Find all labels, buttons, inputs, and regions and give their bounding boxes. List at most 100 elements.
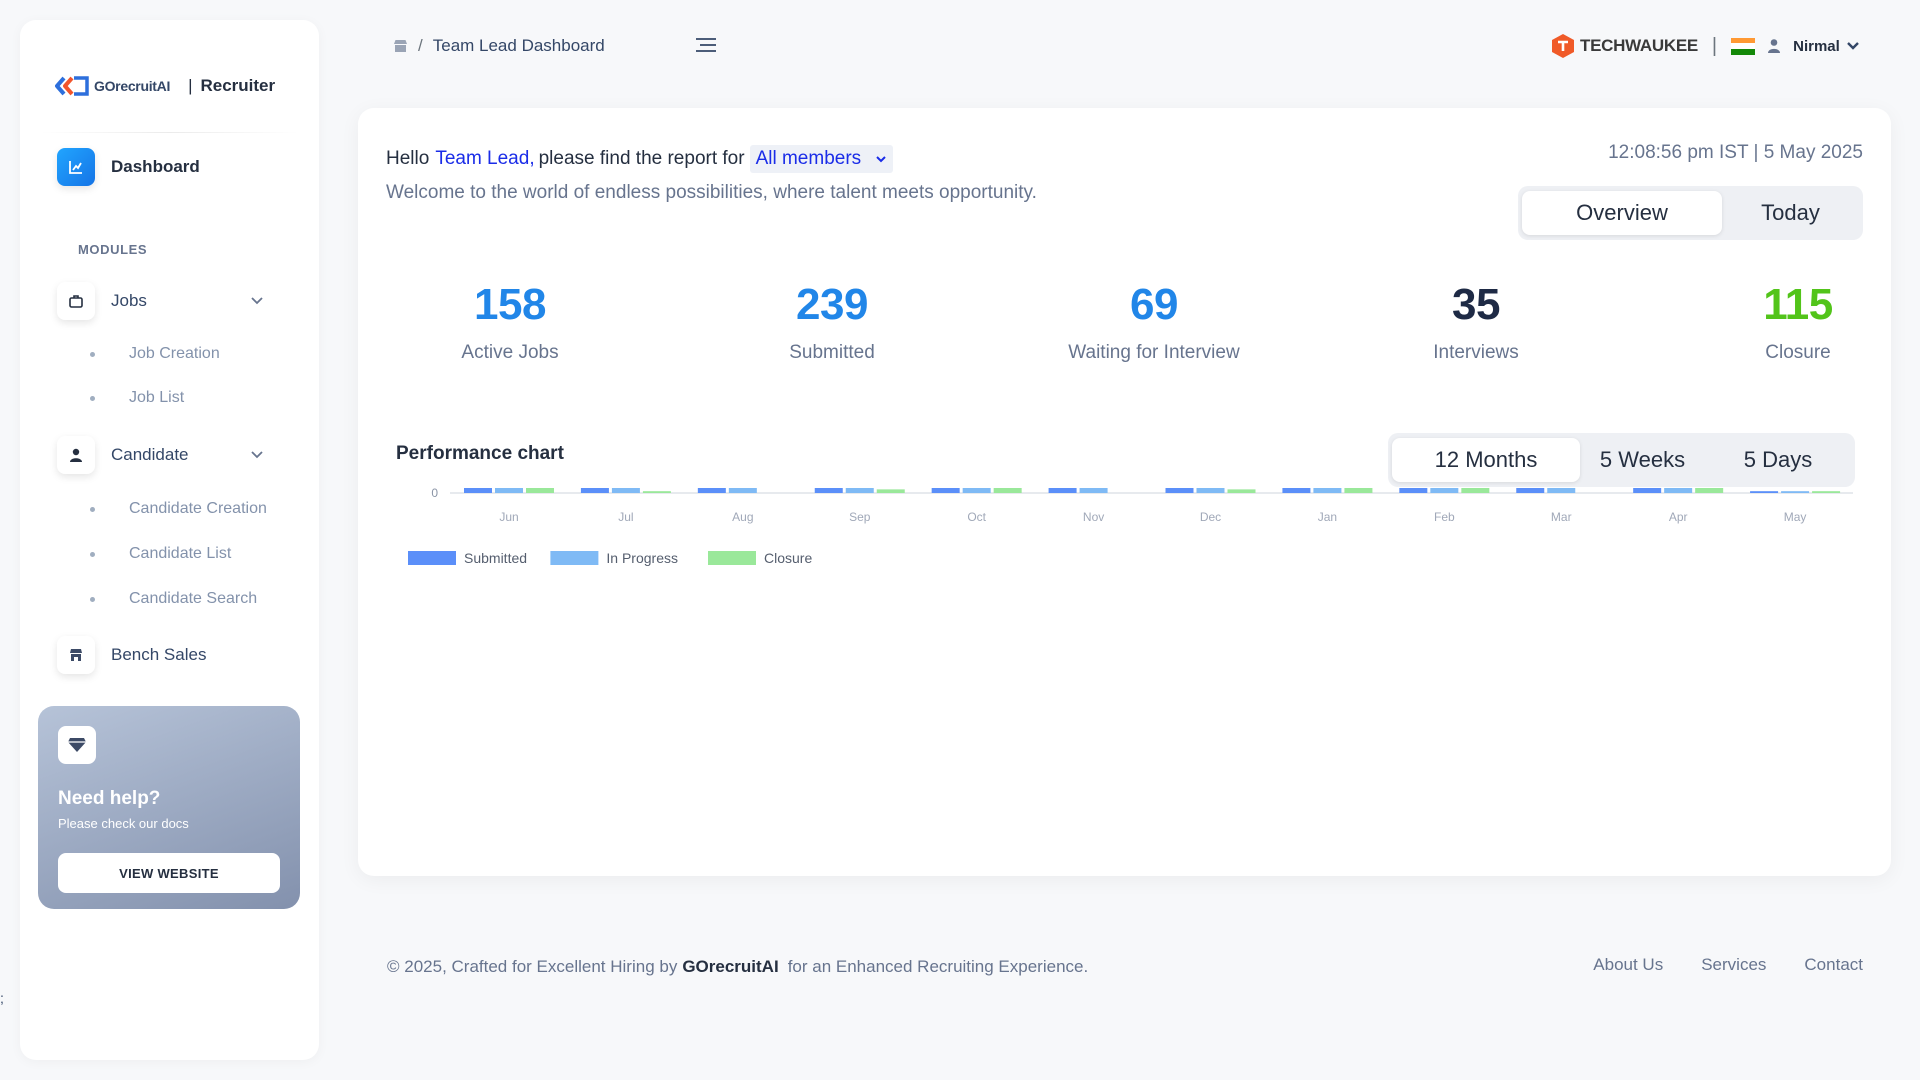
sidebar-subitem-label: Candidate Creation [129,500,267,517]
legend-label: Submitted [464,550,527,566]
bar-in-progress [1781,491,1810,493]
bar-submitted [814,488,843,493]
stat-label: Waiting for Interview [1068,342,1240,363]
brand[interactable]: GOrecruitAI | Recruiter [54,54,275,118]
footer-link-about[interactable]: About Us [1593,955,1664,974]
company-logo: TECHWAUKEE [1550,33,1698,59]
bullet-icon [90,551,95,557]
view-toggle: Overview Today [1518,186,1863,240]
bar-submitted [1048,488,1077,493]
techwaukee-logo-icon [1552,34,1574,58]
footer-link-contact[interactable]: Contact [1804,955,1863,974]
sidebar-subitem-candidate-creation[interactable]: Candidate Creation [90,500,267,518]
diamond-icon [58,726,96,764]
view-website-button[interactable]: VIEW WEBSITE [58,853,280,893]
help-card: Need help? Please check our docs VIEW WE… [38,706,300,909]
stat-value: 115 [1763,280,1833,329]
bar-closure [1695,488,1724,493]
brand-role: Recruiter [200,76,276,95]
stat-waiting-for-interview[interactable]: 69 Waiting for Interview [1024,280,1284,364]
sidebar-item-dashboard[interactable]: Dashboard [57,148,200,186]
tab-overview[interactable]: Overview [1522,191,1722,235]
tab-today[interactable]: Today [1761,200,1820,225]
sidebar: GOrecruitAI | Recruiter Dashboard MODULE… [20,20,319,1060]
bar-closure [1812,491,1841,493]
sidebar-item-bench-sales[interactable]: Bench Sales [57,636,206,674]
bar-submitted [1750,491,1779,493]
user-icon [57,436,95,474]
chevron-down-icon[interactable] [1846,41,1860,51]
stat-value: 35 [1452,280,1500,329]
welcome-text: Welcome to the world of endless possibil… [386,182,1037,203]
bar-in-progress [495,488,523,493]
shop-icon[interactable] [393,39,408,53]
sidebar-subitem-job-list[interactable]: Job List [90,389,184,407]
datetime: 12:08:56 pm IST | 5 May 2025 [1608,142,1863,163]
footer-link-services[interactable]: Services [1701,955,1767,974]
bar-in-progress [845,488,874,493]
sidebar-item-candidate[interactable]: Candidate [57,436,189,474]
legend-swatch [408,551,456,565]
bar-in-progress [962,488,991,493]
greeting-role: Team Lead, [435,148,535,169]
bar-in-progress [1547,488,1576,493]
sidebar-subitem-label: Candidate List [129,545,232,562]
briefcase-icon [57,282,95,320]
sidebar-subitem-candidate-list[interactable]: Candidate List [90,545,231,563]
chart-title: Performance chart [396,443,564,464]
x-tick-label: Oct [967,510,986,524]
bar-in-progress [1079,488,1108,493]
footer-brand[interactable]: GOrecruitAI [682,957,779,976]
y-tick-label: 0 [431,488,438,500]
bar-in-progress [1196,488,1225,493]
stat-closure[interactable]: 115 Closure [1668,280,1920,364]
bar-submitted [580,488,609,493]
stat-label: Closure [1765,342,1831,363]
bar-submitted [1165,488,1194,493]
x-tick-label: Dec [1200,510,1221,524]
sidebar-subitem-candidate-search[interactable]: Candidate Search [90,590,257,608]
tab-12-months[interactable]: 12 Months [1392,438,1580,482]
user-icon[interactable] [1767,38,1781,54]
x-tick-label: May [1784,510,1807,524]
x-tick-label: Jan [1318,510,1337,524]
stray-text: ; [0,990,4,1006]
stat-submitted[interactable]: 239 Submitted [702,280,962,364]
performance-chart: 020406080100120140JunJulAugSepOctNovDecJ… [408,488,1853,566]
legend-swatch [708,551,756,565]
help-title: Need help? [58,788,161,809]
breadcrumb: / Team Lead Dashboard [393,36,605,56]
menu-icon[interactable] [695,36,717,54]
member-select-value: All members [755,148,862,169]
sidebar-subitem-label: Job Creation [129,345,220,362]
india-flag-icon[interactable] [1731,37,1756,55]
sidebar-item-jobs[interactable]: Jobs [57,282,147,320]
x-tick-label: Aug [732,510,753,524]
sidebar-item-label: Jobs [111,291,147,310]
tab-5-days[interactable]: 5 Days [1743,447,1813,472]
sidebar-subitem-job-creation[interactable]: Job Creation [90,345,220,363]
greeting: Hello Team Lead, please find the report … [386,145,894,173]
topbar-divider: | [1711,34,1718,57]
chevron-down-icon[interactable] [250,450,264,460]
bar-closure [1461,488,1490,493]
member-select[interactable]: All members [749,145,894,173]
bar-in-progress [728,488,757,493]
stat-active-jobs[interactable]: 158 Active Jobs [380,280,640,364]
bar-submitted [464,488,492,493]
store-icon [57,636,95,674]
stat-interviews[interactable]: 35 Interviews [1346,280,1606,364]
bullet-icon [90,395,95,401]
x-tick-label: Apr [1669,510,1688,524]
user-name[interactable]: Nirmal [1793,37,1840,55]
topbar-right: TECHWAUKEE | Nirmal [1550,32,1860,60]
chevron-down-icon[interactable] [250,296,264,306]
sidebar-item-label: Dashboard [111,157,200,176]
sidebar-divider [40,132,299,133]
tab-5-weeks[interactable]: 5 Weeks [1599,447,1686,472]
bar-in-progress [1664,488,1693,493]
x-tick-label: Mar [1551,510,1572,524]
stat-label: Submitted [789,342,875,363]
bullet-icon [90,351,95,357]
bar-in-progress [1430,488,1459,493]
